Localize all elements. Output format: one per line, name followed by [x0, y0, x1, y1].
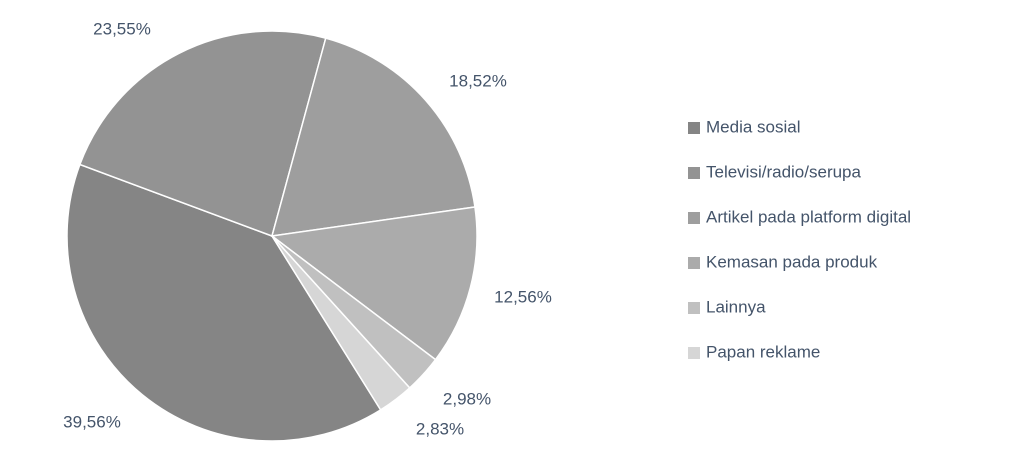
- data-label: 12,56%: [494, 287, 552, 306]
- legend-swatch: [688, 212, 700, 224]
- legend-swatch: [688, 302, 700, 314]
- legend-label: Media sosial: [706, 117, 801, 136]
- data-label: 39,56%: [63, 412, 121, 431]
- pie-slice: [270, 206, 478, 361]
- data-label: 2,98%: [443, 389, 491, 408]
- legend-label: Lainnya: [706, 297, 766, 316]
- data-label: 23,55%: [93, 19, 151, 38]
- legend-label: Kemasan pada produk: [706, 252, 878, 271]
- pie-slice: [271, 235, 411, 411]
- pie-slice: [78, 30, 327, 237]
- legend-swatch: [688, 167, 700, 179]
- pie-slice: [270, 37, 476, 237]
- legend-label: Artikel pada platform digital: [706, 207, 911, 226]
- data-label: 18,52%: [449, 71, 507, 90]
- legend-label: Papan reklame: [706, 342, 820, 361]
- legend-label: Televisi/radio/serupa: [706, 162, 862, 181]
- pie-slice: [66, 163, 382, 442]
- legend-swatch: [688, 257, 700, 269]
- data-label: 2,83%: [416, 419, 464, 438]
- legend-swatch: [688, 122, 700, 134]
- legend-swatch: [688, 347, 700, 359]
